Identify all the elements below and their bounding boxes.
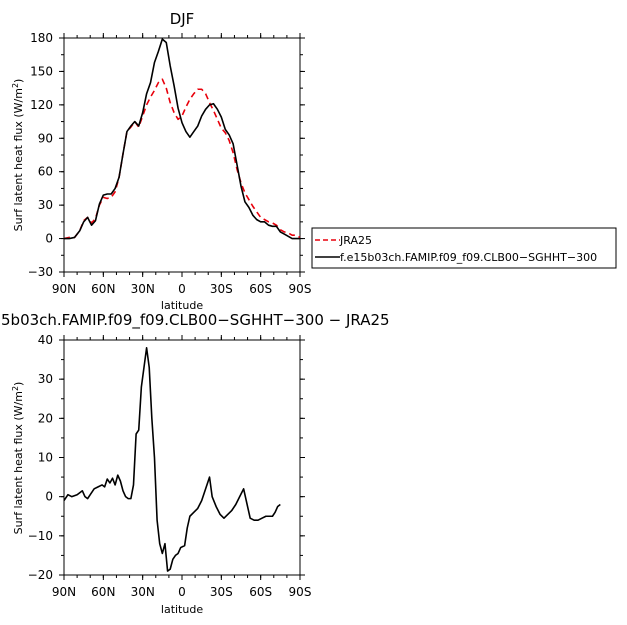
legend-box	[311, 227, 617, 269]
top-y-tick-label: 0	[45, 232, 53, 246]
legend-label-model: f.e15b03ch.FAMIP.f09_f09.CLB00−SGHHT−300	[340, 251, 597, 264]
top-y-axis-label: Surf latent heat flux (W/m2)	[11, 79, 25, 232]
bottom-x-axis-label: latitude	[161, 603, 203, 616]
top-series-line-1	[64, 38, 300, 240]
bottom-y-axis-label-sup: 2	[11, 386, 20, 391]
bottom-y-tick-label: 0	[45, 490, 53, 504]
bottom-x-tick-label: 60N	[91, 585, 115, 599]
bottom-plot-frame	[63, 339, 301, 576]
top-panel: DJF 90N 60N 30N 0 30S 60S 90S −30 0 30 6…	[11, 10, 311, 312]
top-y-axis-label-main: Surf latent heat flux (W/m	[12, 88, 25, 231]
bottom-y-tick-label: 30	[38, 372, 53, 386]
bottom-x-tick-label: 30S	[210, 585, 233, 599]
top-y-tick-label: 30	[38, 198, 53, 212]
bottom-y-axis-label-tail: )	[12, 382, 25, 386]
top-x-tick-labels: 90N 60N 30N 0 30S 60S 90S	[52, 282, 312, 296]
bottom-y-axis-label: Surf latent heat flux (W/m2)	[11, 382, 25, 535]
top-y-tick-label: −30	[28, 265, 53, 279]
top-x-tick-label: 0	[178, 282, 186, 296]
top-plot-frame	[63, 37, 301, 273]
top-y-tick-label: 60	[38, 165, 53, 179]
top-y-tick-label: 120	[30, 98, 53, 112]
top-ticks	[59, 33, 305, 277]
top-series-line-0	[63, 78, 301, 240]
bottom-y-tick-label: 10	[38, 451, 53, 465]
top-x-tick-label: 60S	[249, 282, 272, 296]
bottom-x-tick-label: 0	[178, 585, 186, 599]
top-y-axis-label-tail: )	[12, 79, 25, 83]
bottom-y-tick-label: 40	[38, 333, 53, 347]
bottom-panel: 5b03ch.FAMIP.f09_f09.CLB00−SGHHT−300 − J…	[1, 311, 390, 616]
top-x-tick-label: 30N	[131, 282, 155, 296]
top-y-tick-labels: −30 0 30 60 90 120 150 180	[28, 31, 53, 279]
bottom-y-tick-label: 20	[38, 411, 53, 425]
legend-label-jra25: JRA25	[339, 234, 372, 247]
top-x-axis-label: latitude	[161, 299, 203, 312]
bottom-series-line-0	[63, 347, 281, 572]
top-y-axis-label-sup: 2	[11, 83, 20, 88]
bottom-x-tick-label: 90N	[52, 585, 76, 599]
bottom-y-axis-label-main: Surf latent heat flux (W/m	[12, 391, 25, 534]
bottom-y-tick-label: −20	[28, 568, 53, 582]
top-series-group	[63, 38, 301, 240]
bottom-x-tick-label: 30N	[131, 585, 155, 599]
bottom-series-group	[63, 347, 281, 572]
top-x-tick-label: 90N	[52, 282, 76, 296]
legend: JRA25 f.e15b03ch.FAMIP.f09_f09.CLB00−SGH…	[311, 227, 617, 269]
bottom-x-tick-label: 60S	[249, 585, 272, 599]
top-title: DJF	[170, 10, 195, 28]
bottom-title: 5b03ch.FAMIP.f09_f09.CLB00−SGHHT−300 − J…	[1, 311, 390, 330]
bottom-ticks	[59, 335, 305, 580]
top-x-tick-label: 90S	[289, 282, 312, 296]
top-y-tick-label: 150	[30, 64, 53, 78]
bottom-x-tick-labels: 90N 60N 30N 0 30S 60S 90S	[52, 585, 312, 599]
top-y-tick-label: 90	[38, 131, 53, 145]
bottom-x-tick-label: 90S	[289, 585, 312, 599]
bottom-y-tick-labels: −20 −10 0 10 20 30 40	[28, 333, 53, 582]
top-y-tick-label: 180	[30, 31, 53, 45]
top-x-tick-label: 30S	[210, 282, 233, 296]
top-x-tick-label: 60N	[91, 282, 115, 296]
bottom-y-tick-label: −10	[28, 529, 53, 543]
